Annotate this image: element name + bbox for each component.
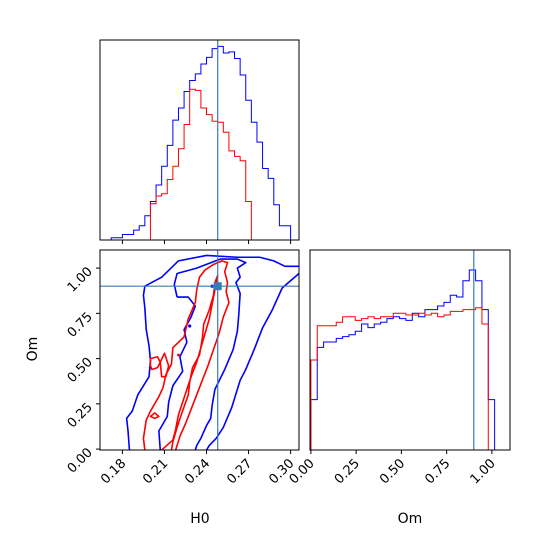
red-contour-island-2 <box>159 352 170 378</box>
om-y-tick-label-4: 1.00 <box>65 264 96 295</box>
red-contour-dot <box>177 353 180 357</box>
om-marginal-histogram: 0.00 0.25 0.50 0.75 1.00 <box>287 249 511 487</box>
om-y-tick-label-2: 0.50 <box>65 355 96 386</box>
red-contour-island-3 <box>149 412 160 420</box>
truth-marker <box>213 282 222 291</box>
om-histogram-frame <box>309 249 511 451</box>
om-y-axis-label: Om <box>25 337 41 362</box>
om-histogram-series-0 <box>310 269 501 451</box>
om-x-tick-label-1: 0.25 <box>332 456 363 487</box>
om-x-tick-label-3: 0.75 <box>422 456 453 487</box>
blue-outer-contour-part-0 <box>125 254 299 451</box>
om-y-tick-label-0: 0.00 <box>65 445 96 476</box>
h0-tick-label-2: 0.24 <box>182 456 213 487</box>
h0-histogram-frame <box>99 39 300 241</box>
om-x-axis-label: Om <box>398 511 423 527</box>
h0-om-contour-panel: 0.18 0.21 0.24 0.27 0.300.000.250.500.751.00 <box>65 249 300 487</box>
h0-histogram-series-1 <box>144 88 257 241</box>
om-y-tick-label-3: 0.75 <box>65 310 96 341</box>
h0-tick-label-3: 0.27 <box>224 456 255 487</box>
h0-histogram-series-0 <box>105 45 297 241</box>
h0-tick-label-0: 0.18 <box>98 456 129 487</box>
h0-axis-label: H0 <box>190 511 209 527</box>
om-y-tick-label-1: 0.25 <box>65 400 96 431</box>
h0-tick-label-1: 0.21 <box>140 456 171 487</box>
red-contour-island-1 <box>149 355 162 371</box>
om-histogram-series-1 <box>310 307 495 451</box>
contour-panel-frame <box>99 249 300 451</box>
om-x-tick-label-4: 1.00 <box>468 456 499 487</box>
blue-inner-contour-part-1 <box>158 296 197 451</box>
blue-contour-dot <box>188 324 192 328</box>
om-x-tick-label-2: 0.50 <box>377 456 408 487</box>
blue-inner-contour-part-0 <box>173 258 247 451</box>
blue-outer-contour-part-1 <box>205 272 300 451</box>
h0-marginal-histogram <box>99 39 300 244</box>
